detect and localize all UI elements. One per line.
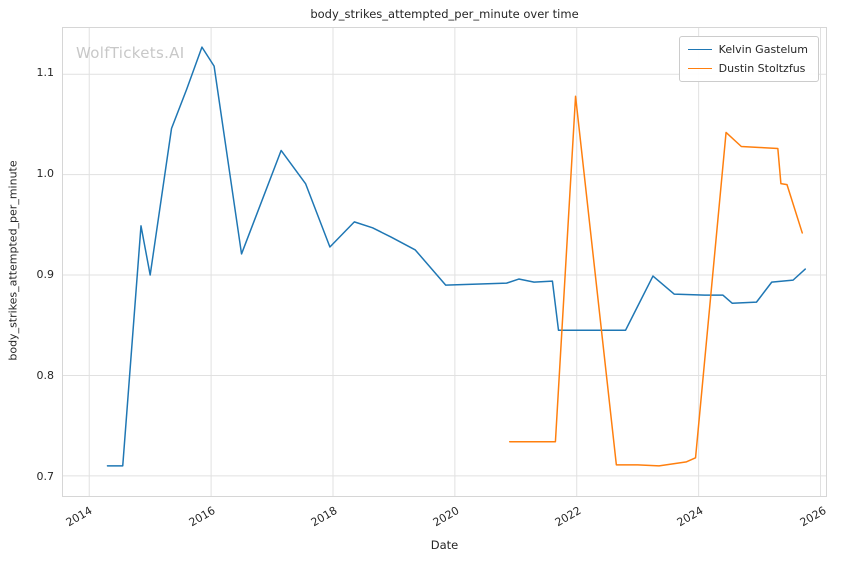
y-axis-label: body_strikes_attempted_per_minute: [6, 160, 20, 361]
x-tick-label: 2018: [308, 504, 340, 530]
x-tick-label: 2014: [64, 504, 95, 530]
blue-line-swatch: [687, 49, 712, 50]
x-tick-label: 2026: [797, 504, 828, 530]
watermark: WolfTickets.AI: [76, 44, 185, 62]
x-tick-label: 2024: [675, 504, 706, 530]
x-tick-label: 2022: [552, 504, 584, 530]
series-line: [106, 46, 807, 467]
legend: Kelvin Gastelum Dustin Stoltzfus: [678, 36, 819, 82]
x-axis-label: Date: [430, 538, 459, 552]
x-tick-label: 2020: [430, 504, 462, 530]
legend-item-kelvin-gastelum: Kelvin Gastelum: [687, 43, 808, 56]
y-tick-label: 0.9: [36, 268, 55, 282]
legend-item-dustin-stoltzfus: Dustin Stoltzfus: [687, 62, 808, 75]
series-line: [508, 95, 804, 467]
legend-label-dustin-stoltzfus: Dustin Stoltzfus: [718, 62, 806, 75]
chart-title: body_strikes_attempted_per_minute over t…: [310, 7, 579, 21]
y-tick-label: 1.0: [36, 167, 55, 181]
orange-line-swatch: [687, 68, 712, 69]
plot-area: WolfTickets.AI Kelvin Gastelum Dustin St…: [62, 27, 827, 497]
line-chart: [63, 28, 826, 496]
legend-label-kelvin-gastelum: Kelvin Gastelum: [718, 43, 808, 56]
y-tick-label: 1.1: [36, 66, 55, 80]
y-tick-label: 0.7: [36, 469, 55, 483]
y-tick-label: 0.8: [36, 369, 55, 382]
x-tick-label: 2016: [186, 504, 217, 530]
